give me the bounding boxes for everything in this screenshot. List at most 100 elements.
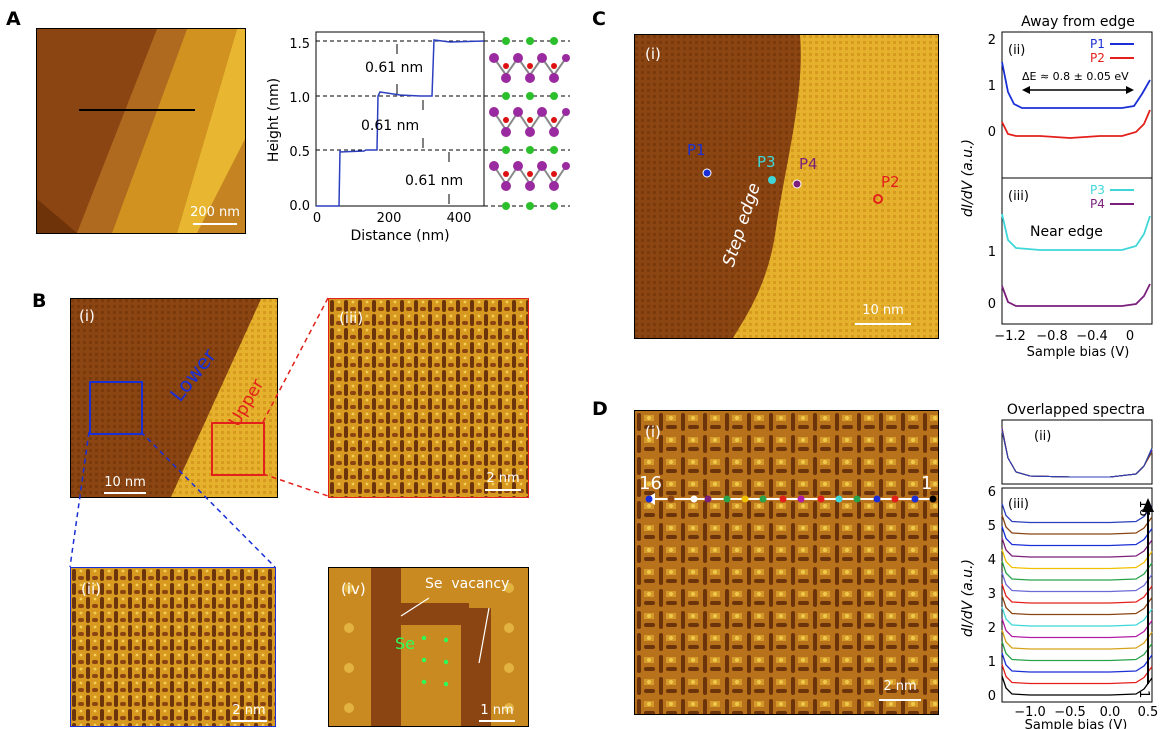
- overlap-curve-12: [1002, 431, 1152, 477]
- overlapped-curves: [1002, 428, 1152, 477]
- d-line-start-label: 16: [639, 473, 662, 494]
- step-label-2: 0.61 nm: [361, 118, 419, 134]
- xtick-1: 200: [377, 211, 402, 226]
- overlap-curve-9: [1002, 428, 1152, 477]
- stacked-curve-12: [1002, 550, 1152, 569]
- point-p4-label: P4: [799, 155, 818, 173]
- d-arrow-top: 16: [1136, 500, 1151, 517]
- crystal-structure-icon: [489, 37, 570, 210]
- c-ylabel: dI/dV (a.u.): [960, 139, 976, 217]
- step-label-1: 0.61 nm: [365, 60, 423, 76]
- d-ytick-3: 3: [988, 587, 996, 602]
- c-ytick-ii-2: 2: [988, 33, 996, 48]
- spectra-d-ii-tag: (ii): [1034, 429, 1051, 444]
- stacked-curve-15: [1002, 515, 1152, 534]
- c-xlabel: Sample bias (V): [1027, 345, 1130, 360]
- spectra-d-iii-tag: (iii): [1008, 497, 1029, 512]
- overlap-curve-13: [1002, 428, 1152, 477]
- panel-d-i-stm: (i) 16 1 2 nm: [634, 410, 939, 715]
- point-p2-label: P2: [881, 173, 900, 191]
- step-label-3: 0.61 nm: [405, 173, 463, 189]
- panel-b-ii-tag: (ii): [81, 580, 101, 598]
- overlap-curve-4: [1002, 431, 1152, 477]
- near-edge-label: Near edge: [1030, 224, 1103, 240]
- stacked-curve-8: [1002, 596, 1152, 615]
- c-xtick-0: −1.2: [994, 329, 1026, 344]
- panel-b-ii-stm: (ii) 2 nm: [70, 567, 276, 727]
- c-xtick-2: −0.4: [1076, 329, 1108, 344]
- panel-d-i-scale-label: 2 nm: [875, 679, 925, 694]
- stacked-curve-13: [1002, 538, 1152, 557]
- d-ytick-1: 1: [988, 655, 996, 670]
- d-xtick-3: 0.5: [1138, 705, 1159, 720]
- panel-c-spectra: Away from edge (ii) (iii) P1 P2 P3 P4 ΔE…: [950, 10, 1155, 360]
- stacked-curve-14: [1002, 527, 1152, 546]
- d-ytick-4: 4: [988, 553, 996, 568]
- overlap-curve-16: [1002, 431, 1152, 477]
- se-vacancy-label: Se vacancy: [425, 576, 509, 592]
- stacked-curve-4: [1002, 642, 1152, 661]
- panel-b-iv-stm: (iv) Se vacancy Se 1 nm: [328, 567, 529, 727]
- panel-c-i-tag: (i): [645, 45, 661, 63]
- overlap-curve-1: [1002, 428, 1152, 477]
- stacked-curve-7: [1002, 607, 1152, 626]
- curve-p2: [1002, 110, 1150, 138]
- overlap-curve-6: [1002, 429, 1152, 477]
- curve-p1: [1002, 62, 1150, 108]
- overlap-curve-5: [1002, 428, 1152, 477]
- spectra-c-ii-tag: (ii): [1008, 43, 1025, 58]
- legend-p4: P4: [1090, 197, 1105, 211]
- d-ytick-6: 6: [988, 485, 996, 500]
- stacked-curve-3: [1002, 653, 1152, 672]
- spectra-d-title: Overlapped spectra: [1007, 402, 1145, 418]
- legend-p2: P2: [1090, 51, 1105, 65]
- panel-c-i-stm: (i) P1 P3 P4 P2 Step edge 10 nm: [634, 34, 939, 339]
- d-ytick-5: 5: [988, 519, 996, 534]
- overlap-curve-8: [1002, 431, 1152, 477]
- panel-d-i-tag: (i): [645, 423, 661, 441]
- panel-b-iv-scale-bar: [479, 720, 515, 722]
- curve-p4: [1002, 284, 1150, 306]
- stacked-curve-11: [1002, 561, 1152, 580]
- gap-annotation: ΔE ≈ 0.8 ± 0.05 eV: [1022, 70, 1129, 83]
- overlap-curve-2: [1002, 429, 1152, 477]
- panel-label-c: C: [592, 8, 606, 30]
- se-green-label: Se: [395, 634, 415, 653]
- overlap-curve-11: [1002, 430, 1152, 477]
- c-ytick-iii-1: 1: [988, 245, 996, 260]
- c-ytick-iii-0: 0: [988, 297, 996, 312]
- panel-b-iii-scale-label: 2 nm: [481, 471, 525, 486]
- overlap-curve-15: [1002, 430, 1152, 477]
- stacked-curve-9: [1002, 584, 1152, 603]
- overlap-curve-10: [1002, 429, 1152, 477]
- c-xtick-1: −0.8: [1036, 329, 1068, 344]
- c-xtick-3: 0: [1126, 329, 1134, 344]
- panel-b-iv-tag: (iv): [341, 580, 366, 598]
- spectra-c-iii-tag: (iii): [1008, 189, 1029, 204]
- panel-d-spectra: Overlapped spectra (ii) (iii) 0 1 2 3 4 …: [950, 398, 1161, 729]
- xtick-2: 400: [447, 211, 472, 226]
- stacked-curve-5: [1002, 630, 1152, 649]
- panel-c-i-scale-label: 10 nm: [853, 303, 913, 318]
- spectra-c-title: Away from edge: [1021, 14, 1135, 30]
- panel-b-ii-scale-bar: [231, 720, 267, 722]
- panel-b-iii-scale-bar: [485, 489, 521, 491]
- panel-d-i-scale-bar: [879, 699, 921, 701]
- panel-b-iii-stm: (iii) 2 nm: [328, 298, 529, 498]
- panel-c-i-scale-bar: [855, 323, 911, 325]
- overlap-curve-3: [1002, 430, 1152, 477]
- c-ytick-ii-1: 1: [988, 79, 996, 94]
- stacked-curve-10: [1002, 573, 1152, 592]
- c-ytick-ii-0: 0: [988, 125, 996, 140]
- d-arrow-bottom: 1: [1136, 690, 1151, 698]
- point-p3-label: P3: [757, 153, 776, 171]
- stacked-curve-2: [1002, 665, 1152, 684]
- point-p1-label: P1: [687, 141, 706, 159]
- legend-p3: P3: [1090, 183, 1105, 197]
- panel-label-d: D: [592, 398, 608, 420]
- overlap-curve-14: [1002, 429, 1152, 477]
- panel-b-zoom-lines: [0, 0, 340, 590]
- panel-b-iv-scale-label: 1 nm: [475, 703, 519, 718]
- stacked-curve-6: [1002, 619, 1152, 638]
- d-ytick-2: 2: [988, 621, 996, 636]
